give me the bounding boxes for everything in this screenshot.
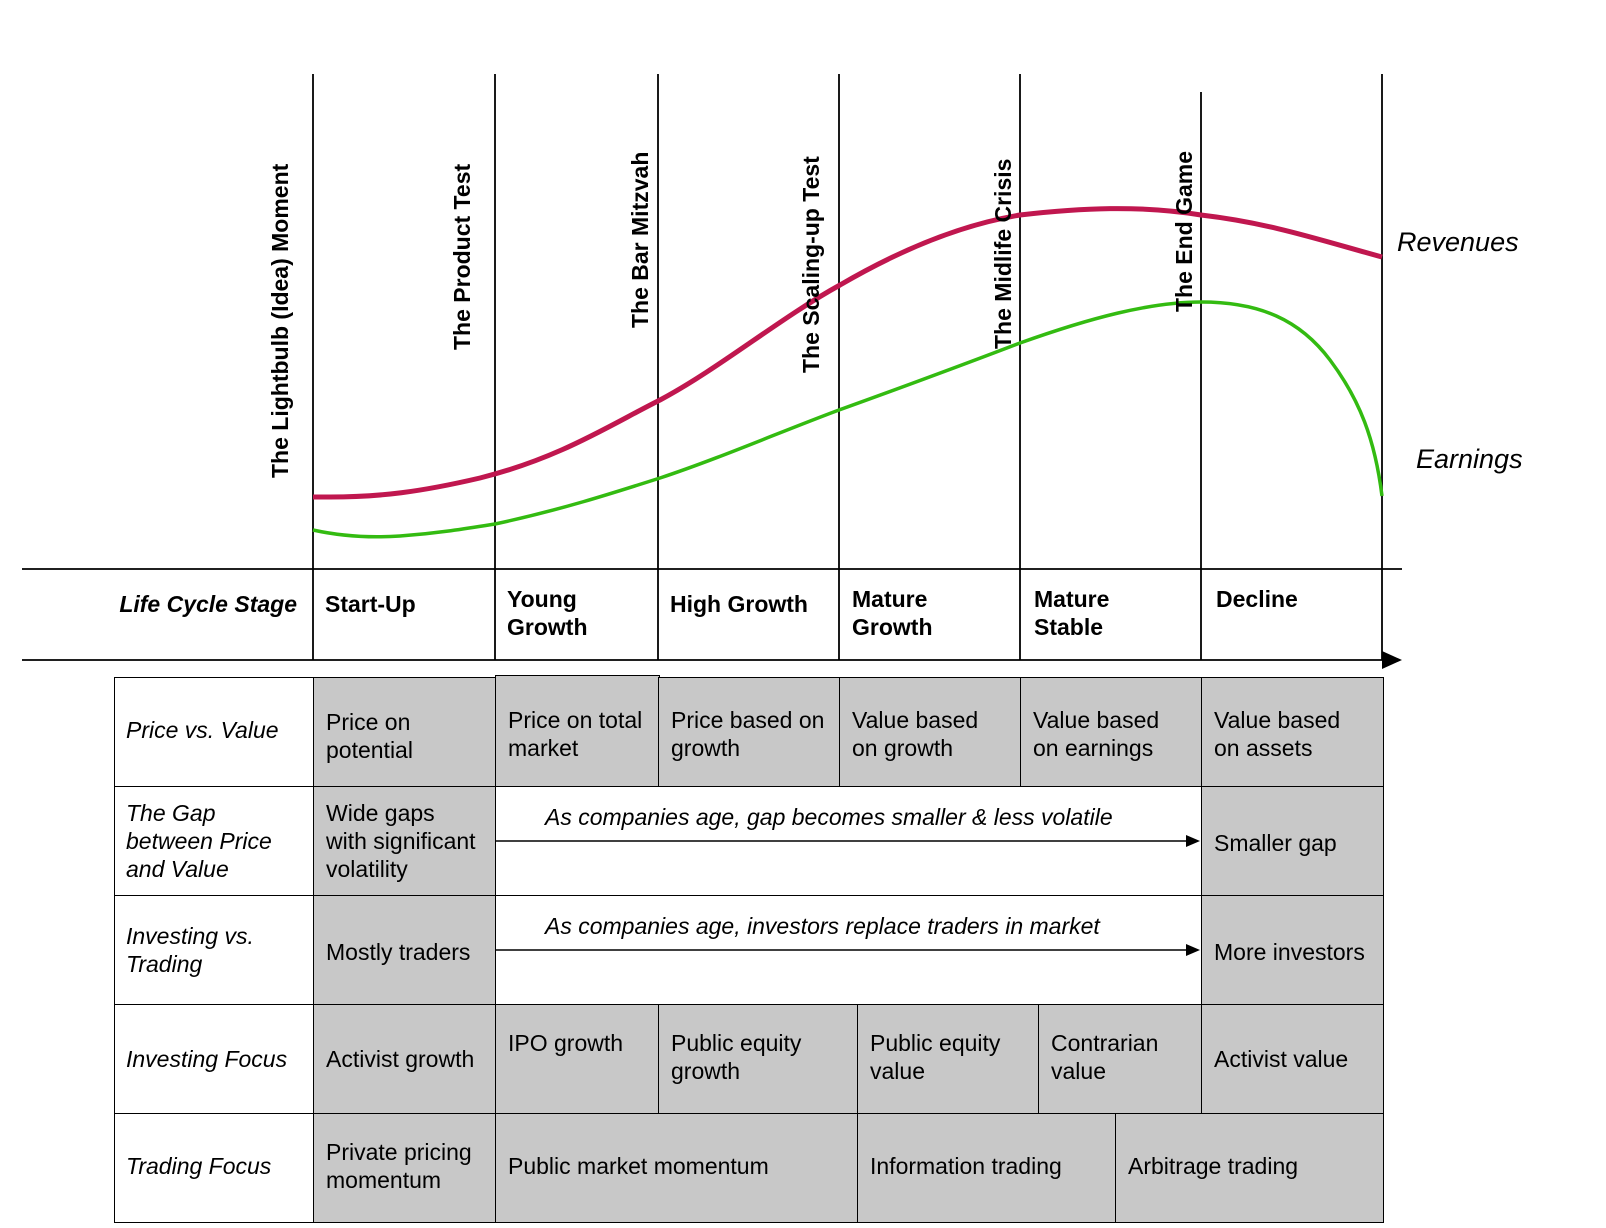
investing-focus-cell: Public equity growth [658,1004,859,1115]
gap-end-cell: Smaller gap [1201,786,1384,897]
trading-focus-cell: Private pricing momentum [313,1113,497,1223]
earnings-curve [312,300,1384,539]
investing-focus-cell: Activist value [1201,1004,1384,1115]
investing-focus-cell: Public equity value [857,1004,1040,1115]
price-vs-value-cell: Value based on assets [1201,677,1384,787]
timeline-arrowhead [1382,651,1402,669]
price-vs-value-cell: Price on total market [495,675,660,787]
price-vs-value-cell: Value based on growth [839,677,1022,787]
investors-arrow [496,944,1200,956]
trading-focus-cell: Information trading [857,1113,1117,1223]
investing-vs-trading-arrow-cell: As companies age, investors replace trad… [495,895,1203,1006]
revenues-curve [313,206,1383,500]
investing-vs-trading-end-cell: More investors [1201,895,1384,1006]
gap-arrow [496,835,1200,847]
milestone-label: The Scaling-up Test [798,156,824,373]
price-vs-value-cell: Value based on earnings [1020,677,1203,787]
row-label-investing-vs-trading: Investing vs. Trading [114,895,315,1006]
milestone-label: The End Game [1171,150,1197,312]
investing-focus-cell: IPO growth [495,1004,660,1115]
stage-mature-stable: Mature Stable [1034,586,1110,640]
earnings-label: Earnings [1416,444,1523,474]
milestone-label: The Midlife Crisis [990,158,1016,349]
row-label-gap: The Gap between Price and Value [114,786,315,897]
trading-focus-cell: Arbitrage trading [1115,1113,1384,1223]
price-vs-value-cell: Price based on growth [658,677,841,787]
investing-focus-cell: Contrarian value [1038,1004,1203,1115]
stage-row-header: Life Cycle Stage [119,591,297,617]
revenues-label: Revenues [1397,227,1519,257]
milestone-label: The Lightbulb (Idea) Moment [267,163,293,478]
investing-focus-cell: Activist growth [313,1004,497,1115]
stage-start-up: Start-Up [325,591,416,617]
trading-focus-cell: Public market momentum [495,1113,859,1223]
stage-mature-growth: Mature Growth [852,586,933,640]
row-label-trading-focus: Trading Focus [114,1113,315,1223]
milestone-label: The Product Test [449,163,475,350]
gap-start-cell: Wide gaps with significant volatility [313,786,497,897]
stage-young-growth: Young Growth [507,586,588,640]
row-label-price-vs-value: Price vs. Value [114,677,315,787]
investing-vs-trading-start-cell: Mostly traders [313,895,497,1006]
gap-arrow-cell: As companies age, gap becomes smaller & … [495,786,1203,897]
stage-decline: Decline [1216,586,1298,612]
row-label-investing-focus: Investing Focus [114,1004,315,1115]
stage-high-growth: High Growth [670,591,808,617]
price-vs-value-cell: Price on potential [313,677,497,787]
milestone-label: The Bar Mitzvah [627,151,653,328]
